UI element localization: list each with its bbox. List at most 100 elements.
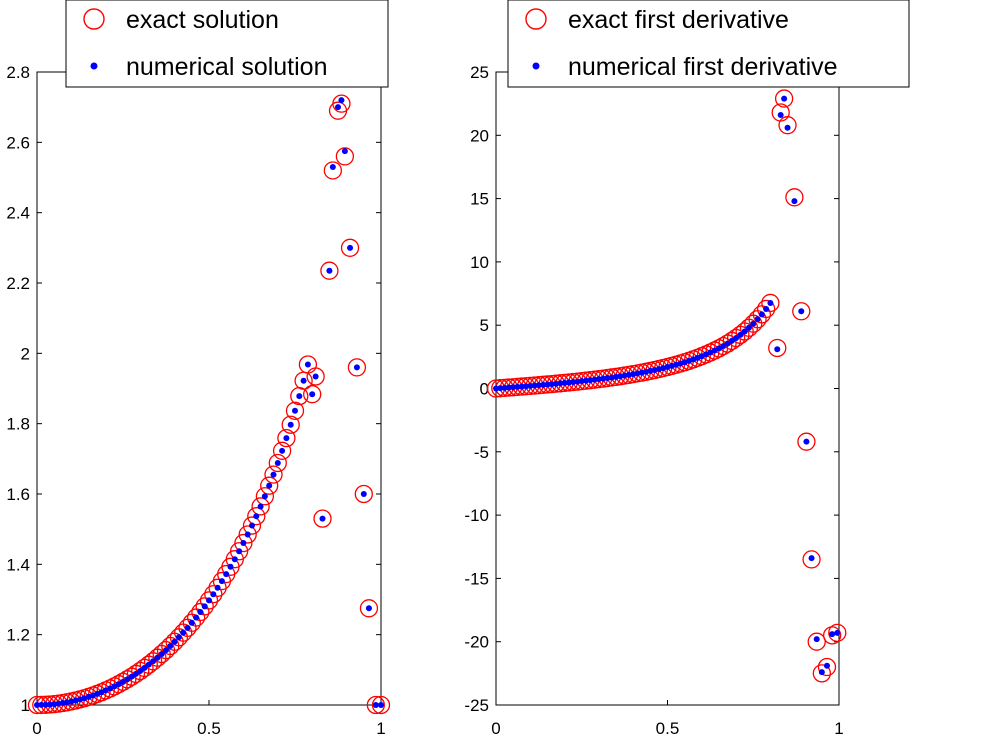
legend-label: exact first derivative [568, 6, 789, 34]
legend-box [507, 0, 910, 88]
data-point-circle [238, 525, 257, 544]
data-point-dot [154, 654, 161, 661]
data-point-circle [778, 116, 797, 135]
data-point-dot [750, 320, 757, 327]
data-point-dot [338, 97, 345, 104]
data-point-dot [808, 555, 815, 562]
data-point-dot [823, 662, 830, 669]
data-point-dot [197, 609, 204, 616]
data-point-dot [544, 381, 551, 388]
data-point-circle [191, 602, 210, 622]
data-point-dot [341, 148, 348, 155]
data-point-dot [34, 702, 40, 708]
data-point-circle [268, 453, 287, 473]
data-point-circle [320, 261, 339, 280]
data-point-circle [756, 299, 776, 319]
data-point-dot [132, 670, 139, 677]
data-point-dot [163, 647, 169, 654]
x-tick-label: 1 [376, 719, 385, 737]
data-point-circle [768, 338, 787, 358]
data-point-circle [812, 664, 831, 683]
series-numerical-first-derivative [493, 95, 841, 676]
legend-marker-circle [83, 8, 105, 30]
data-point-dot [292, 407, 298, 414]
legend: exact solution numerical solution [65, 0, 389, 88]
data-point-dot [167, 643, 174, 650]
chart-panel-2: -25 -20 -15 -10 -5 0 5 10 15 20 25 0 0.5 1 exact first… [464, 0, 910, 737]
data-point-circle [306, 367, 325, 386]
data-point-dot [266, 482, 273, 489]
data-point-dot [497, 385, 504, 392]
data-point-dot [249, 522, 255, 529]
data-point-dot [319, 515, 326, 522]
y-tick-label: 5 [480, 316, 489, 335]
data-point-circle [371, 695, 391, 715]
data-point-dot [514, 383, 521, 390]
data-point-circle [199, 591, 219, 610]
data-point-circle [797, 432, 816, 451]
y-tick-label: -25 [464, 696, 489, 715]
data-point-dot [279, 447, 286, 454]
data-point-circle [714, 336, 733, 356]
data-point-dot [728, 337, 735, 344]
data-point-dot [353, 364, 360, 371]
y-tick-label: 15 [470, 190, 489, 209]
data-point-circle [277, 428, 296, 448]
data-point-circle [285, 401, 305, 420]
data-point-circle [264, 465, 283, 484]
y-tick-label: 1 [21, 696, 30, 715]
data-point-circle [313, 509, 332, 528]
data-point-dot [231, 556, 238, 563]
data-point-dot [493, 385, 499, 392]
data-point-dot [145, 661, 152, 668]
data-point-circle [251, 497, 270, 516]
axes-box [495, 71, 840, 706]
data-point-dot [834, 629, 841, 636]
y-tick-label: -20 [464, 633, 489, 652]
data-point-dot [150, 658, 157, 665]
data-point-circle [255, 487, 275, 506]
data-point-dot [141, 664, 148, 671]
y-tick-label: 10 [470, 253, 489, 272]
series-exact-solution [27, 94, 391, 715]
data-point-circle [229, 542, 249, 561]
data-point-dot [223, 571, 230, 578]
data-point-dot [124, 676, 131, 683]
data-point-circle [792, 302, 811, 321]
data-point-dot [372, 702, 379, 708]
data-point-dot [184, 624, 191, 631]
data-point-circle [774, 89, 794, 108]
data-point-circle [303, 385, 322, 404]
y-tick-label: 2.2 [6, 274, 30, 293]
y-tick-label: 2.6 [6, 133, 30, 152]
data-point-dot [745, 324, 752, 331]
data-point-dot [737, 331, 744, 338]
data-point-dot [505, 384, 512, 391]
data-point-dot [137, 667, 144, 674]
x-tick-label: 0.5 [197, 719, 221, 737]
data-point-circle [761, 293, 780, 313]
data-point-dot [813, 636, 820, 643]
data-point-dot [304, 361, 311, 368]
data-point-dot [300, 377, 307, 384]
data-point-dot [283, 435, 290, 442]
legend: exact first derivative numerical first de… [507, 0, 910, 88]
legend-marker-circle [525, 8, 547, 30]
y-tick-label: 1.2 [6, 626, 30, 645]
data-point-dot [46, 701, 53, 708]
data-point-circle [260, 476, 279, 495]
data-point-dot [784, 124, 791, 131]
y-tick-label: 0 [480, 380, 489, 399]
data-point-dot [274, 459, 281, 466]
data-point-circle [354, 484, 373, 504]
data-point-circle [335, 147, 355, 166]
data-point-dot [829, 631, 836, 638]
data-point-dot [378, 702, 384, 708]
data-point-circle [817, 657, 837, 677]
data-point-dot [540, 381, 547, 388]
data-point-dot [171, 638, 178, 645]
data-point-circle [340, 238, 360, 257]
data-point-circle [802, 550, 821, 569]
data-point-dot [531, 382, 538, 389]
data-point-dot [175, 634, 182, 641]
